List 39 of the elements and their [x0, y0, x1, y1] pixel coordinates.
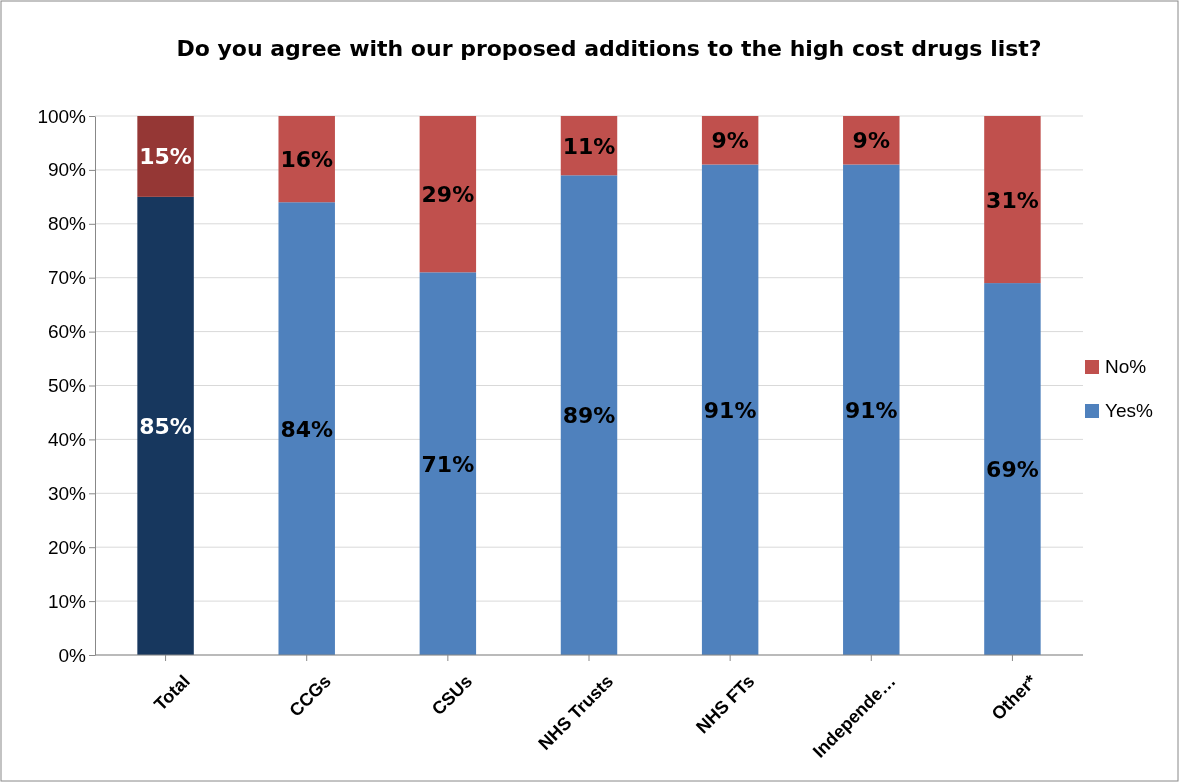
bar [137, 196, 194, 655]
y-tick-label: 60% [47, 321, 87, 343]
data-label: 15% [139, 144, 192, 170]
y-tick-label: 20% [47, 536, 87, 558]
bar [137, 116, 194, 197]
bar [278, 116, 335, 203]
legend-label: No% [1105, 356, 1147, 377]
bar [278, 202, 335, 655]
bar [560, 175, 618, 655]
y-tick-label: 0% [58, 644, 87, 666]
data-label: 71% [421, 451, 475, 477]
y-tick-label: 90% [47, 159, 87, 181]
data-label: 91% [844, 397, 898, 423]
y-tick-label: 10% [47, 590, 87, 612]
data-label: 84% [280, 416, 334, 442]
y-tick-label: 50% [47, 375, 87, 397]
bar [701, 164, 759, 655]
bar [419, 116, 477, 273]
y-tick-label: 30% [47, 482, 87, 504]
chart-title: Do you agree with our proposed additions to the high cost drugs list? [176, 36, 1042, 61]
bar [843, 164, 900, 655]
data-label: 16% [280, 147, 334, 173]
bar [984, 116, 1041, 284]
y-tick-label: 100% [37, 105, 87, 127]
legend-label: Yes% [1105, 400, 1153, 421]
bar [984, 283, 1041, 655]
y-tick-label: 70% [47, 267, 87, 289]
data-label: 89% [562, 403, 616, 429]
data-label: 69% [986, 457, 1039, 483]
data-label: 31% [986, 187, 1039, 213]
bar [419, 272, 477, 655]
data-label: 9% [711, 128, 749, 154]
data-label: 9% [852, 128, 890, 154]
data-label: 29% [421, 182, 475, 208]
y-tick-label: 40% [47, 428, 87, 450]
data-label: 91% [703, 397, 757, 423]
data-label: 85% [139, 413, 192, 439]
data-label: 11% [562, 133, 616, 159]
y-tick-label: 80% [47, 213, 87, 235]
